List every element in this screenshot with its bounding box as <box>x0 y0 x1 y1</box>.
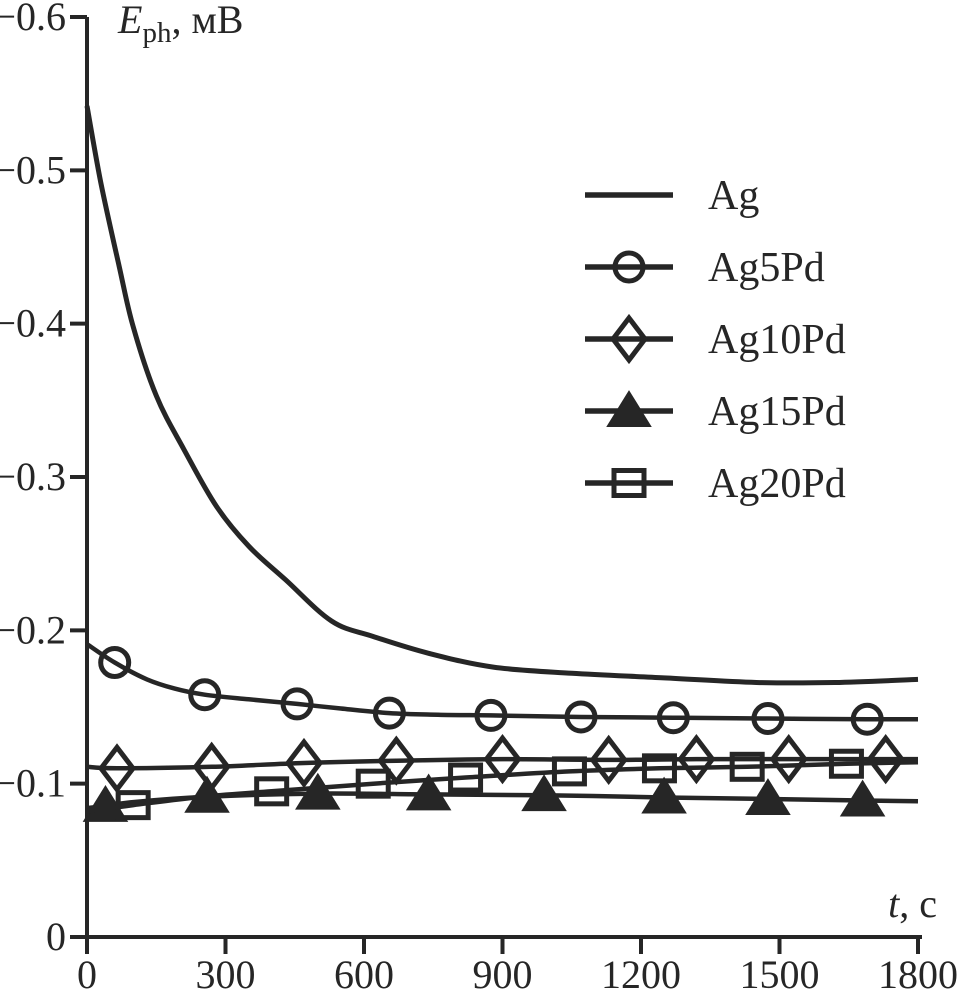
legend-entry-Ag15Pd: Ag15Pd <box>585 389 846 435</box>
series-Ag10Pd <box>86 734 918 794</box>
legend-entry-Ag10Pd: Ag10Pd <box>585 313 846 365</box>
x-tick-label: 0 <box>77 952 97 997</box>
series-marker-Ag15Pd <box>521 774 567 812</box>
legend-entry-Ag5Pd: Ag5Pd <box>585 245 825 291</box>
legend-marker-triangle-filled <box>606 390 652 427</box>
legend-marker-circle <box>612 250 646 284</box>
series-marker-Ag5Pd <box>474 698 508 732</box>
series-marker-Ag5Pd <box>280 687 314 721</box>
x-tick-label: 900 <box>473 952 533 997</box>
series-marker-Ag10Pd <box>589 734 628 786</box>
series-Ag5Pd <box>85 642 919 736</box>
y-tick-label: −0.2 <box>0 607 66 652</box>
series-marker-Ag5Pd <box>564 700 598 734</box>
y-tick-label: −0.6 <box>0 0 66 39</box>
series-Ag20Pd <box>86 748 919 821</box>
y-axis-title: Eph, мВ <box>117 0 243 49</box>
series-marker-Ag20Pd <box>115 790 151 821</box>
legend-label: Ag <box>708 173 759 219</box>
y-tick-label: −0.1 <box>0 761 66 806</box>
y-tick-label: 0 <box>46 914 66 959</box>
y-tick-label: −0.4 <box>0 301 66 346</box>
series-marker-Ag5Pd <box>751 702 785 735</box>
series-curve-Ag5Pd <box>85 642 919 722</box>
legend-marker-diamond <box>609 313 649 365</box>
series-marker-Ag5Pd <box>372 696 406 730</box>
legend-marker-square <box>611 468 647 498</box>
series-marker-Ag20Pd <box>448 762 484 793</box>
legend-entry-Ag20Pd: Ag20Pd <box>585 461 846 507</box>
series-marker-Ag15Pd <box>745 778 791 815</box>
series-marker-Ag5Pd <box>188 678 222 712</box>
series-marker-Ag10Pd <box>97 743 137 794</box>
x-tick-label: 1500 <box>740 952 820 997</box>
x-tick-label: 600 <box>334 952 394 997</box>
series-marker-Ag20Pd <box>729 751 765 782</box>
legend-entry-Ag: Ag <box>585 173 759 219</box>
series-marker-Ag10Pd <box>483 734 522 785</box>
series-marker-Ag20Pd <box>355 768 391 799</box>
series-marker-Ag10Pd <box>284 737 324 789</box>
series-marker-Ag20Pd <box>551 756 587 787</box>
y-tick-label: −0.3 <box>0 454 66 499</box>
x-tick-label: 1200 <box>601 952 681 997</box>
series-marker-Ag20Pd <box>254 776 290 807</box>
legend-label: Ag10Pd <box>708 317 846 363</box>
legend-label: Ag5Pd <box>708 245 825 291</box>
series-Ag <box>84 105 919 686</box>
legend-label: Ag15Pd <box>708 389 846 435</box>
x-axis-title: t, с <box>888 881 937 926</box>
legend-label: Ag20Pd <box>708 461 846 507</box>
series-marker-Ag10Pd <box>677 734 716 785</box>
series-marker-Ag15Pd <box>641 776 687 814</box>
series-marker-Ag15Pd <box>405 773 452 811</box>
x-tick-label: 1800 <box>878 952 958 997</box>
series-marker-Ag15Pd <box>295 772 341 810</box>
series-marker-Ag20Pd <box>641 753 677 784</box>
series-marker-Ag5Pd <box>656 701 690 735</box>
series-curve-Ag20Pd <box>86 759 919 814</box>
legend: Ag Ag5Pd Ag10Pd Ag15Pd Ag20Pd <box>585 173 846 507</box>
y-tick-label: −0.5 <box>0 147 66 192</box>
series-curve-Ag <box>84 105 919 686</box>
series-marker-Ag5Pd <box>850 702 884 736</box>
series-marker-Ag10Pd <box>769 734 808 785</box>
series-marker-Ag15Pd <box>839 779 886 817</box>
series-marker-Ag10Pd <box>866 734 905 785</box>
x-tick-label: 300 <box>196 952 256 997</box>
series-marker-Ag20Pd <box>828 748 864 779</box>
series-marker-Ag5Pd <box>98 646 132 680</box>
